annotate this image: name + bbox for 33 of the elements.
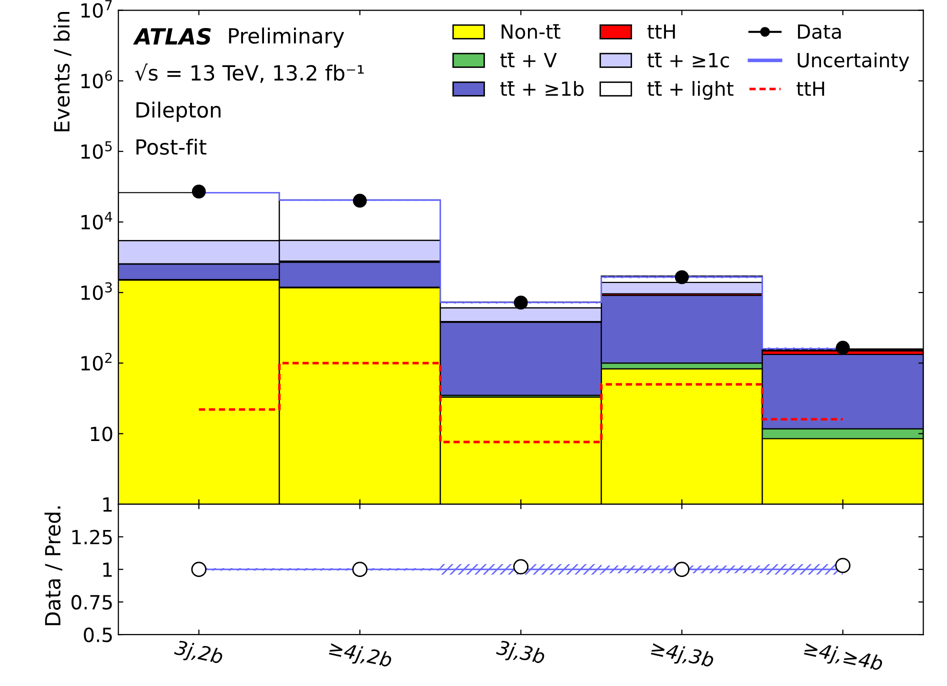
y-tick-label: 0.75 bbox=[72, 594, 112, 610]
legend-label: tt̄ + V bbox=[500, 52, 557, 68]
legend-label: tt̄ + ≥1b bbox=[500, 80, 584, 96]
annotation: Preliminary bbox=[229, 28, 344, 48]
y-tick-label: 10 bbox=[90, 426, 112, 442]
y-tick-label: 10$^{4}$ bbox=[81, 212, 112, 230]
y-tick-label: 10$^{7}$ bbox=[81, 0, 112, 18]
legend-label: Non-tt̄ bbox=[502, 24, 560, 39]
annotation: Dilepton bbox=[136, 102, 220, 122]
y-tick-label: 10$^{5}$ bbox=[81, 141, 112, 159]
x-tick-label: ≥4j,3b bbox=[650, 640, 715, 672]
legend-label: ttH bbox=[796, 82, 824, 96]
annotation: ATLAS bbox=[133, 28, 211, 45]
y-tick-label: 1 bbox=[103, 497, 112, 512]
legend-label: Data bbox=[798, 24, 841, 39]
y-tick-label: 1 bbox=[103, 562, 112, 577]
y-tick-label: 10$^{3}$ bbox=[81, 282, 112, 300]
legend-label: tt̄ + ≥1c bbox=[647, 52, 729, 68]
x-tick-label: ≥4j,≥4b bbox=[803, 640, 884, 675]
y-axis-title: Data / Pred. bbox=[44, 506, 62, 626]
x-tick-label: 3j,3b bbox=[495, 639, 546, 668]
x-tick-label: ≥4j,2b bbox=[328, 640, 393, 672]
legend-label: Uncertainty bbox=[798, 52, 910, 72]
y-tick-label: 10$^{6}$ bbox=[81, 70, 112, 88]
y-tick-label: 1.25 bbox=[72, 530, 112, 544]
y-tick-label: 10$^{2}$ bbox=[81, 352, 112, 371]
annotation: √s = 13 TeV, 13.2 fb⁻¹ bbox=[135, 64, 364, 83]
legend-label: tt̄ + light bbox=[647, 80, 734, 100]
x-tick-label: 3j,2b bbox=[173, 639, 224, 668]
y-tick-label: 0.5 bbox=[84, 628, 112, 642]
y-axis-title: Events / bin bbox=[54, 12, 72, 132]
legend-label: ttH bbox=[647, 24, 675, 39]
annotation: Post-fit bbox=[136, 138, 206, 155]
